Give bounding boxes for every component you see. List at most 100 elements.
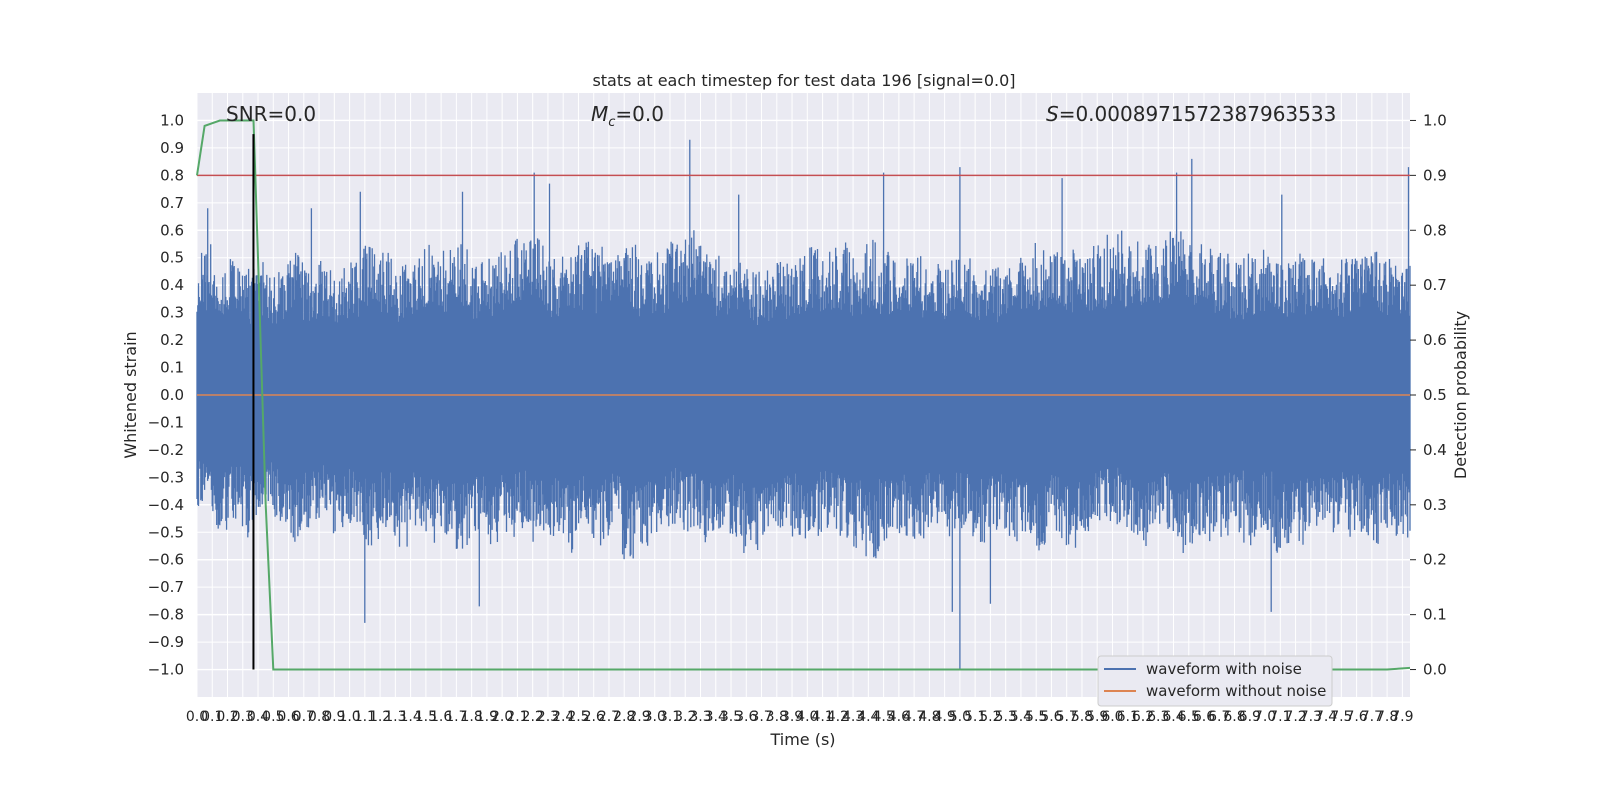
y-tick-label-right: 0.2 [1423,551,1447,569]
y-tick-label-left: 0.8 [160,166,184,184]
x-tick-label: 4.2 [827,709,849,725]
x-tick-label: 3.6 [735,709,757,725]
y-tick-label-left: 0.7 [160,194,184,212]
x-tick-label: 3.5 [720,709,742,725]
series-detection-probability [196,119,1411,671]
y-tick-label-left: 0.9 [160,139,184,157]
x-tick-label: 7.9 [1391,709,1413,725]
x-tick-label: 0.2 [216,709,238,725]
legend-label-without-noise: waveform without noise [1146,682,1326,700]
x-axis-ticks: 0.00.10.20.30.40.50.60.70.80.91.01.11.21… [186,709,1414,725]
x-tick-label: 2.1 [506,709,528,725]
y-tick-label-right: 1.0 [1423,111,1447,129]
x-tick-label: 2.9 [628,709,650,725]
x-tick-label: 2.3 [537,709,559,725]
y-tick-label-left: 0.3 [160,304,184,322]
y-tick-label-right: 0.7 [1423,276,1447,294]
x-tick-label: 3.3 [689,709,711,725]
series-waveform-with-noise [196,139,1411,670]
x-tick-label: 5.2 [979,709,1001,725]
y-tick-label-left: −0.4 [148,496,184,514]
x-tick-label: 6.9 [1239,709,1261,725]
chart-title: stats at each timestep for test data 196… [592,71,1015,90]
x-tick-label: 3.4 [705,709,727,725]
x-tick-label: 7.4 [1315,709,1337,725]
x-tick-label: 2.0 [491,709,513,725]
y-tick-label-left: −0.3 [148,468,184,486]
y-tick-label-left: −1.0 [148,661,184,679]
x-tick-label: 6.8 [1223,709,1245,725]
legend-box [1097,655,1333,707]
x-tick-label: 0.6 [277,709,299,725]
x-tick-label: 7.5 [1330,709,1352,725]
x-tick-label: 5.3 [995,709,1017,725]
x-tick-label: 5.9 [1086,709,1108,725]
x-tick-label: 3.9 [781,709,803,725]
y-tick-label-left: 0.4 [160,276,184,294]
x-tick-label: 1.2 [369,709,391,725]
x-tick-label: 3.8 [766,709,788,725]
x-tick-label: 2.2 [522,709,544,725]
x-tick-label: 0.8 [308,709,330,725]
x-axis-label: Time (s) [769,730,835,749]
annotation-s: S=0.000897157238796353​3 [1046,102,1336,126]
noise-trace [196,139,1411,670]
y-tick-label-left: −0.9 [148,633,184,651]
y-tick-label-left: −0.6 [148,551,184,569]
x-tick-label: 0.7 [293,709,315,725]
x-tick-label: 0.3 [232,709,254,725]
x-tick-label: 1.4 [399,709,421,725]
x-tick-label: 6.6 [1193,709,1215,725]
y-tick-label-right: 0.3 [1423,496,1447,514]
x-tick-label: 0.0 [186,709,208,725]
x-tick-label: 4.8 [918,709,940,725]
y-tick-label-right: 0.0 [1423,661,1447,679]
x-tick-label: 7.8 [1376,709,1398,725]
x-tick-label: 3.2 [674,709,696,725]
x-tick-label: 5.7 [1056,709,1078,725]
y-tick-label-right: 0.9 [1423,166,1447,184]
x-tick-label: 5.5 [1025,709,1047,725]
x-tick-label: 2.5 [567,709,589,725]
x-tick-label: 7.3 [1300,709,1322,725]
annotation-snr: SNR=0.0 [226,102,316,126]
x-tick-label: 4.4 [857,709,879,725]
x-tick-label: 1.3 [384,709,406,725]
x-tick-label: 4.0 [796,709,818,725]
x-tick-label: 4.9 [934,709,956,725]
x-tick-label: 7.2 [1284,709,1306,725]
x-tick-label: 6.1 [1117,709,1139,725]
annotation-mc: Mc=0.0 [591,102,664,130]
legend: waveform with noise waveform without noi… [1097,655,1333,707]
x-tick-label: 1.6 [430,709,452,725]
x-tick-label: 2.8 [613,709,635,725]
x-tick-label: 6.2 [1132,709,1154,725]
x-tick-label: 0.5 [262,709,284,725]
x-tick-label: 6.4 [1162,709,1184,725]
x-tick-label: 1.5 [415,709,437,725]
x-tick-label: 4.5 [872,709,894,725]
x-tick-label: 7.0 [1254,709,1276,725]
y-tick-label-right: 0.1 [1423,606,1447,624]
y-tick-label-left: 0.1 [160,359,184,377]
y-tick-label-right: 0.4 [1423,441,1447,459]
y-tick-label-left: 1.0 [160,111,184,129]
legend-label-with-noise: waveform with noise [1146,660,1302,678]
x-tick-label: 1.8 [461,709,483,725]
x-tick-label: 4.7 [903,709,925,725]
x-tick-label: 5.0 [949,709,971,725]
y-tick-label-left: −0.5 [148,523,184,541]
x-tick-label: 5.8 [1071,709,1093,725]
x-tick-label: 6.7 [1208,709,1230,725]
y-tick-label-left: 0.2 [160,331,184,349]
x-tick-label: 1.0 [338,709,360,725]
y-axis-right-ticks: 1.0 0.9 0.8 0.7 0.6 0.5 0.4 0.3 0.2 0.1 0.0 [1410,111,1447,679]
x-tick-label: 7.1 [1269,709,1291,725]
x-tick-label: 2.4 [552,709,574,725]
x-tick-label: 5.1 [964,709,986,725]
y-axis-left-label: Whitened strain [121,331,140,458]
x-tick-label: 4.6 [888,709,910,725]
x-tick-label: 1.1 [354,709,376,725]
y-tick-label-left: −0.8 [148,606,184,624]
